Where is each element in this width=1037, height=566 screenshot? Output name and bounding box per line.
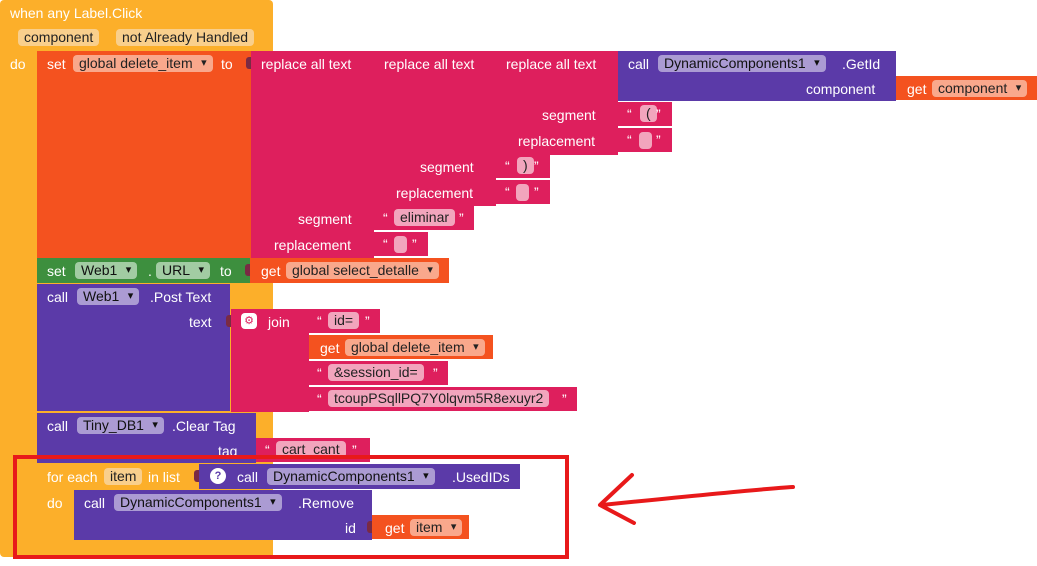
replacement-label-2: replacement xyxy=(396,185,474,201)
get-label: get xyxy=(261,263,281,279)
param-component[interactable]: component xyxy=(18,29,100,46)
get-label: get xyxy=(385,520,405,536)
set-web1-url-block[interactable] xyxy=(37,258,250,283)
socket xyxy=(245,264,250,276)
get-label: get xyxy=(320,340,340,356)
replace-all-text-1[interactable] xyxy=(251,51,374,258)
dot-label: . xyxy=(148,263,152,279)
var-delete-item-dropdown[interactable]: global delete_item xyxy=(73,55,213,72)
socket xyxy=(367,521,372,533)
get-label: get xyxy=(907,81,927,97)
dynamic-components-dropdown[interactable]: DynamicComponents1 xyxy=(658,55,826,72)
event-header: when any Label.Click xyxy=(10,5,143,21)
call-label: call xyxy=(628,56,650,72)
url-property-dropdown[interactable]: URL xyxy=(156,262,211,279)
quote-open: “ xyxy=(383,236,388,252)
call-label: call xyxy=(47,418,69,434)
string-value[interactable]: ( xyxy=(640,105,657,122)
post-text-block[interactable] xyxy=(37,284,230,411)
call-label: call xyxy=(47,289,69,305)
annotation-arrow-icon xyxy=(598,473,795,525)
tinydb-dropdown[interactable]: Tiny_DB1 xyxy=(77,417,164,434)
dynamic-components-dropdown[interactable]: DynamicComponents1 xyxy=(267,468,435,485)
segment-label-3: segment xyxy=(542,107,596,123)
for-each-label: for each xyxy=(47,469,98,485)
quote-close: ” xyxy=(352,442,357,458)
replacement-label-1: replacement xyxy=(274,237,352,253)
do-label: do xyxy=(47,495,63,511)
socket xyxy=(194,470,199,482)
quote-open: “ xyxy=(505,158,510,174)
to-label: to xyxy=(221,56,233,72)
segment-label-1: segment xyxy=(298,211,352,227)
replace-label-2: replace all text xyxy=(384,56,475,72)
get-item-dropdown[interactable]: item xyxy=(410,519,463,536)
string-value[interactable] xyxy=(394,236,407,253)
item-variable[interactable]: item xyxy=(104,468,143,485)
gear-icon[interactable]: ⚙ xyxy=(241,313,257,329)
text-arg-label: text xyxy=(189,314,212,330)
call-label: call xyxy=(84,495,106,511)
used-ids-method: .UsedIDs xyxy=(452,469,510,485)
quote-close: ” xyxy=(656,106,661,122)
getid-method: .GetId xyxy=(842,56,881,72)
string-value[interactable]: id= xyxy=(328,312,360,329)
replace-label-1: replace all text xyxy=(261,56,352,72)
quote-close: ” xyxy=(562,391,567,407)
help-icon[interactable]: ? xyxy=(210,468,226,484)
param-not-already-handled[interactable]: not Already Handled xyxy=(116,29,255,46)
socket xyxy=(226,315,231,327)
string-value[interactable]: cart_cant xyxy=(276,441,346,458)
set-label: set xyxy=(47,56,66,72)
string-value[interactable]: eliminar xyxy=(394,209,456,226)
web1-dropdown[interactable]: Web1 xyxy=(77,288,140,305)
component-arg-label: component xyxy=(806,81,876,97)
web1-dropdown[interactable]: Web1 xyxy=(75,262,138,279)
string-value[interactable] xyxy=(639,132,652,149)
quote-close: ” xyxy=(534,158,539,174)
call-label: call xyxy=(237,469,259,485)
replace-label-3: replace all text xyxy=(506,56,597,72)
quote-close: ” xyxy=(459,210,464,226)
remove-method: .Remove xyxy=(298,495,355,511)
in-list-label: in list xyxy=(148,469,180,485)
string-value[interactable]: tcoupPSqllPQ7Y0lqvm5R8exuyr2 xyxy=(328,390,550,407)
delete-item-dropdown[interactable]: global delete_item xyxy=(345,339,485,356)
set-delete-item-block[interactable] xyxy=(37,51,252,258)
replacement-label-3: replacement xyxy=(518,133,596,149)
quote-open: “ xyxy=(317,313,322,329)
select-detalle-dropdown[interactable]: global select_detalle xyxy=(286,262,439,279)
quote-open: “ xyxy=(317,391,322,407)
quote-open: “ xyxy=(627,132,632,148)
segment-label-2: segment xyxy=(420,159,474,175)
post-text-method: .Post Text xyxy=(150,289,212,305)
get-component-dropdown[interactable]: component xyxy=(932,80,1028,97)
quote-open: “ xyxy=(505,184,510,200)
quote-close: ” xyxy=(412,236,417,252)
set-label: set xyxy=(47,263,66,279)
string-value[interactable] xyxy=(516,184,529,201)
to-label: to xyxy=(220,263,232,279)
event-do-label: do xyxy=(10,56,26,72)
quote-close: ” xyxy=(433,365,438,381)
quote-close: ” xyxy=(656,132,661,148)
replace-all-text-2[interactable] xyxy=(374,51,496,206)
socket xyxy=(246,57,251,69)
quote-open: “ xyxy=(627,106,632,122)
quote-close: ” xyxy=(534,184,539,200)
replace-all-text-3[interactable] xyxy=(496,51,618,155)
join-label: join xyxy=(268,314,290,330)
dynamic-components-dropdown[interactable]: DynamicComponents1 xyxy=(114,494,282,511)
quote-open: “ xyxy=(265,442,270,458)
id-arg-label: id xyxy=(345,520,356,536)
quote-close: ” xyxy=(365,313,370,329)
clear-tag-method: .Clear Tag xyxy=(172,418,236,434)
string-value[interactable]: &session_id= xyxy=(328,364,424,381)
quote-open: “ xyxy=(317,365,322,381)
string-value[interactable]: ) xyxy=(517,157,534,174)
quote-open: “ xyxy=(383,210,388,226)
annotation-highlight-box xyxy=(13,455,569,559)
